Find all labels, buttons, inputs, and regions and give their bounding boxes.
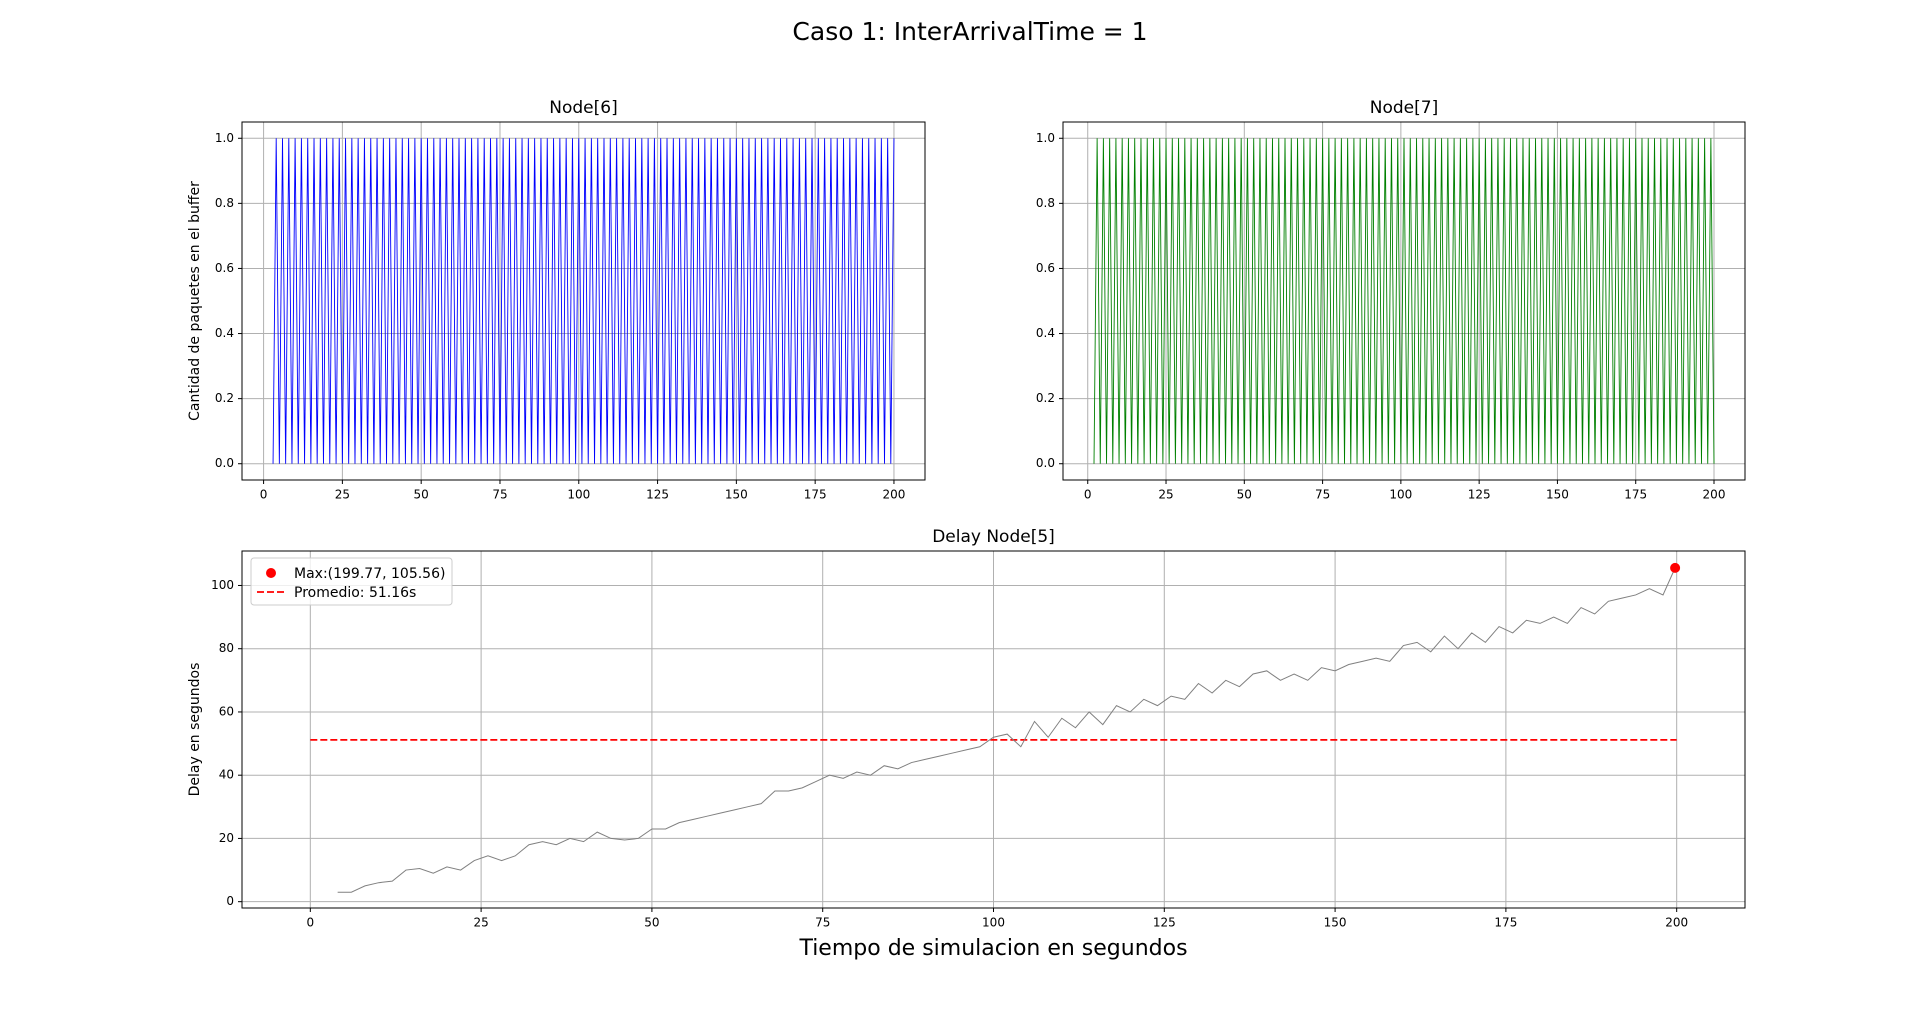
y-tick-label: 0.0: [215, 456, 234, 470]
y-tick-label: 0.4: [215, 326, 234, 340]
x-tick-label: 0: [306, 916, 314, 930]
x-tick-label: 200: [1703, 488, 1726, 502]
x-tick-label: 100: [1389, 488, 1412, 502]
y-tick-label: 0.2: [1036, 391, 1055, 405]
x-tick-label: 150: [1546, 488, 1569, 502]
data-line: [272, 138, 895, 464]
axes-frame: [241, 550, 1746, 909]
max-point: [1670, 562, 1681, 573]
x-tick-label: 125: [646, 488, 669, 502]
x-tick-label: 200: [1665, 916, 1688, 930]
x-tick-label: 150: [1324, 916, 1347, 930]
x-tick-label: 50: [414, 488, 429, 502]
y-tick-label: 0.4: [1036, 326, 1055, 340]
y-tick-label: 0.8: [1036, 196, 1055, 210]
plot-area: [272, 138, 895, 464]
y-tick-label: 0.6: [1036, 261, 1055, 275]
legend-box: [250, 557, 453, 606]
y-tick-label: 0.6: [215, 261, 234, 275]
x-tick-label: 50: [644, 916, 659, 930]
axes-title: Node[7]: [1370, 98, 1438, 118]
x-tick-label: 125: [1468, 488, 1491, 502]
x-tick-label: 75: [1315, 488, 1330, 502]
x-tick-label: 200: [883, 488, 906, 502]
y-tick-label: 1.0: [1036, 131, 1055, 145]
x-tick-label: 175: [804, 488, 827, 502]
y-tick-label: 0.0: [1036, 456, 1055, 470]
data-line: [1093, 138, 1715, 464]
y-tick-label: 1.0: [215, 131, 234, 145]
legend-label: Max:(199.77, 105.56): [294, 566, 445, 582]
axes-frame: [241, 121, 926, 481]
y-tick-label: 100: [211, 578, 234, 592]
x-tick-label: 25: [335, 488, 350, 502]
x-tick-label: 100: [982, 916, 1005, 930]
x-tick-label: 25: [473, 916, 488, 930]
axes-frame: [1062, 121, 1746, 481]
y-tick-label: 80: [219, 641, 234, 655]
x-axis-label: Tiempo de simulacion en segundos: [798, 936, 1187, 961]
y-tick-label: 0: [226, 894, 234, 908]
x-tick-label: 125: [1153, 916, 1176, 930]
figure-title: Caso 1: InterArrivalTime = 1: [792, 17, 1147, 46]
y-axis-label: Delay en segundos: [187, 663, 203, 797]
x-tick-label: 150: [725, 488, 748, 502]
y-tick-label: 0.2: [215, 391, 234, 405]
x-tick-label: 0: [1084, 488, 1092, 502]
plot-area: [310, 567, 1677, 893]
y-tick-label: 40: [219, 768, 234, 782]
axes-title: Node[6]: [549, 98, 617, 118]
x-tick-label: 75: [492, 488, 507, 502]
legend-label: Promedio: 51.16s: [294, 585, 416, 601]
x-tick-label: 100: [567, 488, 590, 502]
y-axis-label: Cantidad de paquetes en el buffer: [187, 181, 203, 421]
x-tick-label: 175: [1624, 488, 1647, 502]
axes-title: Delay Node[5]: [932, 527, 1055, 547]
x-tick-label: 50: [1237, 488, 1252, 502]
x-tick-label: 75: [815, 916, 830, 930]
plot-area: [1093, 138, 1715, 464]
data-line: [337, 567, 1676, 893]
y-tick-label: 0.8: [215, 196, 234, 210]
x-tick-label: 0: [260, 488, 268, 502]
y-tick-label: 20: [219, 831, 234, 845]
legend-marker: [266, 568, 276, 578]
x-tick-label: 25: [1158, 488, 1173, 502]
x-tick-label: 175: [1494, 916, 1517, 930]
y-tick-label: 60: [219, 704, 234, 718]
